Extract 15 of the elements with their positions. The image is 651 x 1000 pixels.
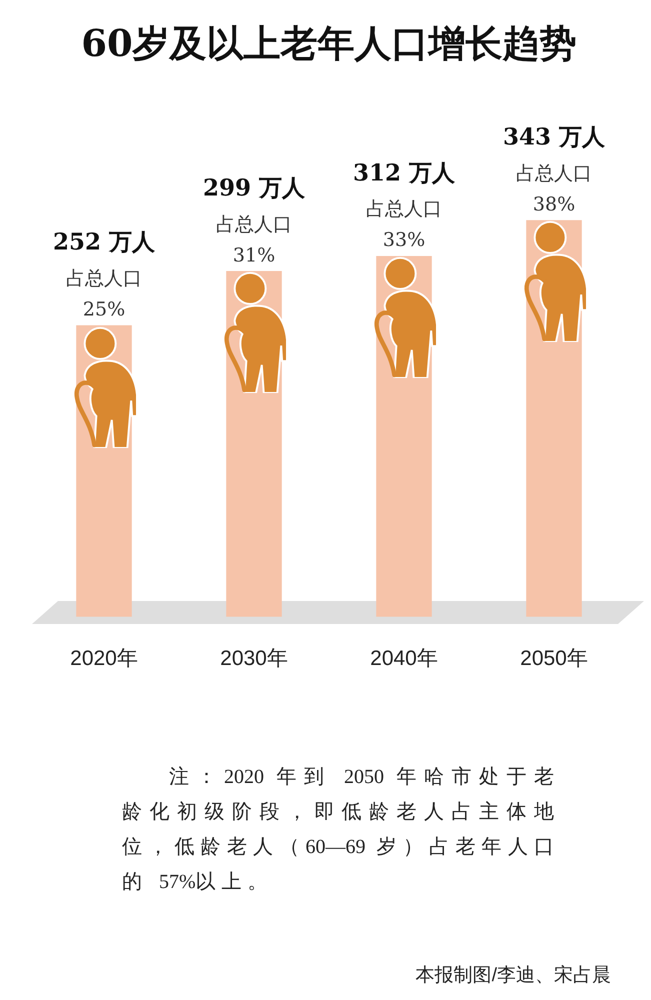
x-tick-label: 2050年	[520, 647, 588, 670]
text: 本报制图/李迪、宋占晨	[416, 964, 611, 988]
annotation: 占总人口 31%	[216, 213, 292, 266]
data-label: 299 万人	[202, 174, 306, 202]
data-label: 252 万人	[52, 228, 156, 256]
data-label: 312 万人	[352, 159, 456, 186]
x-tick-label: 2020年	[70, 647, 138, 670]
x-tick-label: 2040年	[370, 647, 438, 670]
chart-title: 60岁及以上老年人口增长趋势	[81, 20, 577, 65]
text: 注：2020 年到 2050 年哈市处于老龄化初级阶段，即低龄老人占主体地位，低龄老人（60—69 岁）占老年人口的 57%以上。	[122, 766, 560, 893]
x-tick-label: 2030年	[220, 647, 288, 670]
data-label: 343 万人	[502, 123, 606, 150]
annotation: 占总人口 33%	[366, 198, 442, 252]
annotation: 占总人口 25%	[66, 268, 142, 321]
annotation: 占总人口 38%	[516, 162, 592, 216]
